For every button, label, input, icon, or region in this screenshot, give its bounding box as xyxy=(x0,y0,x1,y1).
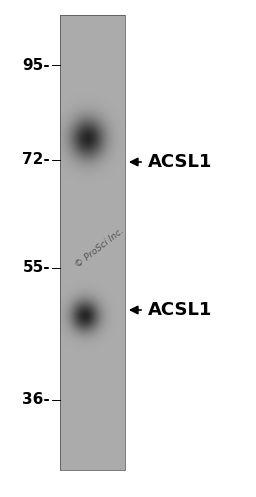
Bar xyxy=(60,15,125,470)
Text: 55-: 55- xyxy=(22,260,50,275)
Text: 95-: 95- xyxy=(22,58,50,73)
Text: 72-: 72- xyxy=(22,153,50,167)
Text: ACSL1: ACSL1 xyxy=(148,153,212,171)
Text: ACSL1: ACSL1 xyxy=(148,301,212,319)
Text: 36-: 36- xyxy=(22,393,50,408)
Text: © ProSci Inc.: © ProSci Inc. xyxy=(74,226,126,270)
